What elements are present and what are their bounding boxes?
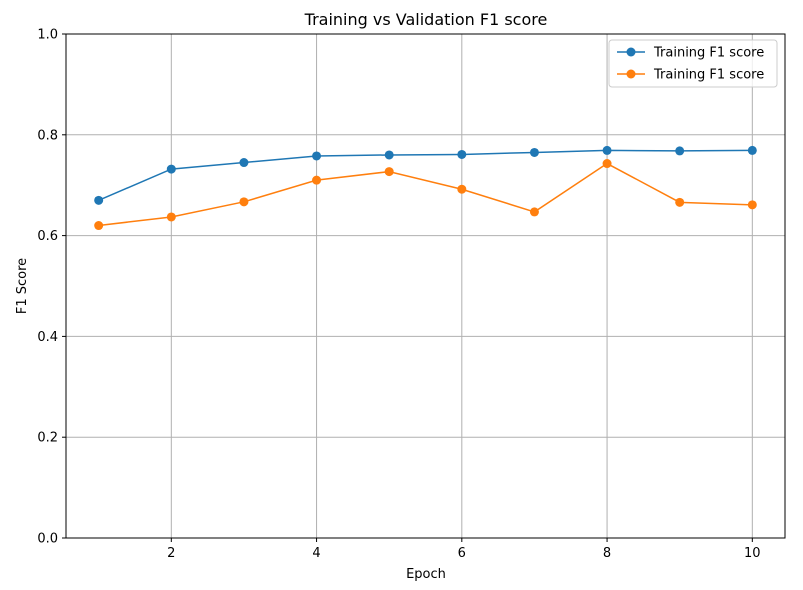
data-point: [747, 200, 757, 210]
data-point: [166, 212, 176, 222]
data-point: [239, 197, 249, 207]
data-point: [457, 184, 467, 194]
data-point: [384, 167, 394, 177]
y-tick-label: 0.2: [37, 431, 58, 446]
data-point: [384, 150, 394, 160]
data-point: [602, 159, 612, 169]
series-line: [98, 162, 753, 227]
legend-item: Training F1 score: [617, 46, 764, 61]
y-tick-label: 0.0: [37, 532, 58, 547]
legend-marker: [626, 47, 636, 57]
data-point: [529, 147, 539, 157]
legend-label: Training F1 score: [653, 68, 764, 83]
y-tick-label: 0.4: [37, 330, 58, 345]
data-point: [675, 146, 685, 156]
axes: 2 4 6 8 10 0.0 0.2 0.4 0.6 0.8 1.0: [37, 28, 786, 561]
series-layer: [94, 145, 757, 231]
data-point: [675, 197, 685, 207]
legend-marker: [626, 69, 636, 79]
series-line: [98, 149, 753, 202]
plot-frame: [65, 33, 786, 539]
x-tick-label: 4: [312, 546, 320, 561]
legend-box: [608, 39, 778, 88]
data-point: [312, 175, 322, 185]
data-point: [747, 145, 757, 155]
data-point: [457, 149, 467, 159]
series-1: [94, 145, 757, 205]
y-axis-label: F1 Score: [15, 258, 30, 314]
legend: Training F1 score Training F1 score: [608, 39, 778, 88]
y-tick-label: 0.8: [37, 128, 58, 143]
x-tick-label: 6: [458, 546, 466, 561]
y-tick-label: 0.6: [37, 229, 58, 244]
data-point: [239, 158, 249, 168]
x-tick-label: 2: [167, 546, 175, 561]
y-tick-label: 1.0: [37, 28, 58, 43]
data-point: [602, 145, 612, 155]
data-point: [529, 207, 539, 217]
chart-title: Training vs Validation F1 score: [304, 10, 548, 29]
data-point: [94, 221, 104, 231]
data-point: [166, 164, 176, 174]
data-point: [94, 195, 104, 205]
x-tick-label: 10: [744, 546, 761, 561]
series-2: [94, 159, 757, 231]
x-tick-label: 8: [603, 546, 611, 561]
legend-label: Training F1 score: [653, 46, 764, 61]
legend-item: Training F1 score: [617, 68, 764, 83]
data-point: [312, 151, 322, 161]
x-axis-label: Epoch: [406, 567, 446, 582]
